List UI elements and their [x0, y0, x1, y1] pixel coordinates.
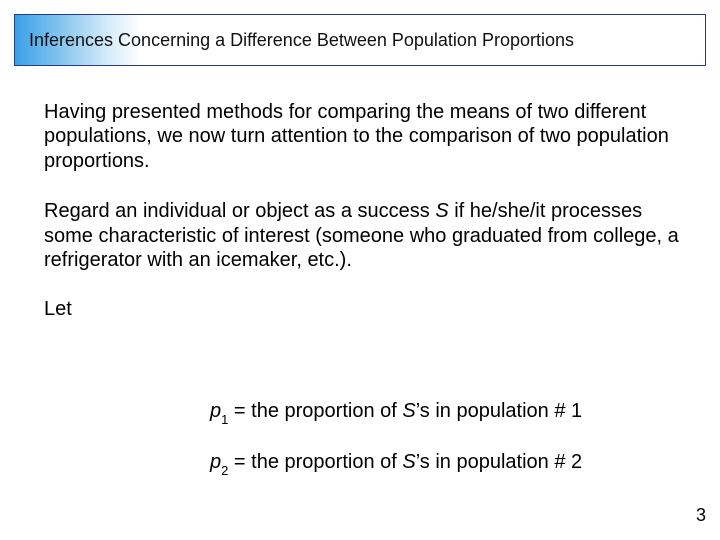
def2-symbol: p	[210, 451, 221, 473]
slide: Inferences Concerning a Difference Betwe…	[0, 0, 720, 540]
paragraph-2-pre: Regard an individual or object as a succ…	[44, 200, 435, 222]
page-number: 3	[696, 505, 706, 526]
definitions: p1 = the proportion of S’s in population…	[210, 400, 690, 502]
def1-eq: = the proportion of	[228, 400, 402, 422]
body: Having presented methods for comparing t…	[44, 100, 684, 321]
definition-2: p2 = the proportion of S’s in population…	[210, 451, 690, 476]
slide-title: Inferences Concerning a Difference Betwe…	[29, 30, 574, 51]
let-label: Let	[44, 298, 684, 321]
paragraph-2: Regard an individual or object as a succ…	[44, 199, 684, 272]
def1-symbol: p	[210, 400, 221, 422]
def1-sub: 1	[221, 412, 228, 427]
success-symbol: S	[435, 200, 448, 222]
paragraph-1: Having presented methods for comparing t…	[44, 100, 684, 173]
def2-tail: ’s in population # 2	[416, 451, 582, 473]
def2-sub: 2	[221, 463, 228, 478]
def1-S: S	[402, 400, 415, 422]
definition-1: p1 = the proportion of S’s in population…	[210, 400, 690, 425]
def2-eq: = the proportion of	[228, 451, 402, 473]
def1-tail: ’s in population # 1	[416, 400, 582, 422]
def2-S: S	[402, 451, 415, 473]
title-box: Inferences Concerning a Difference Betwe…	[14, 14, 706, 66]
